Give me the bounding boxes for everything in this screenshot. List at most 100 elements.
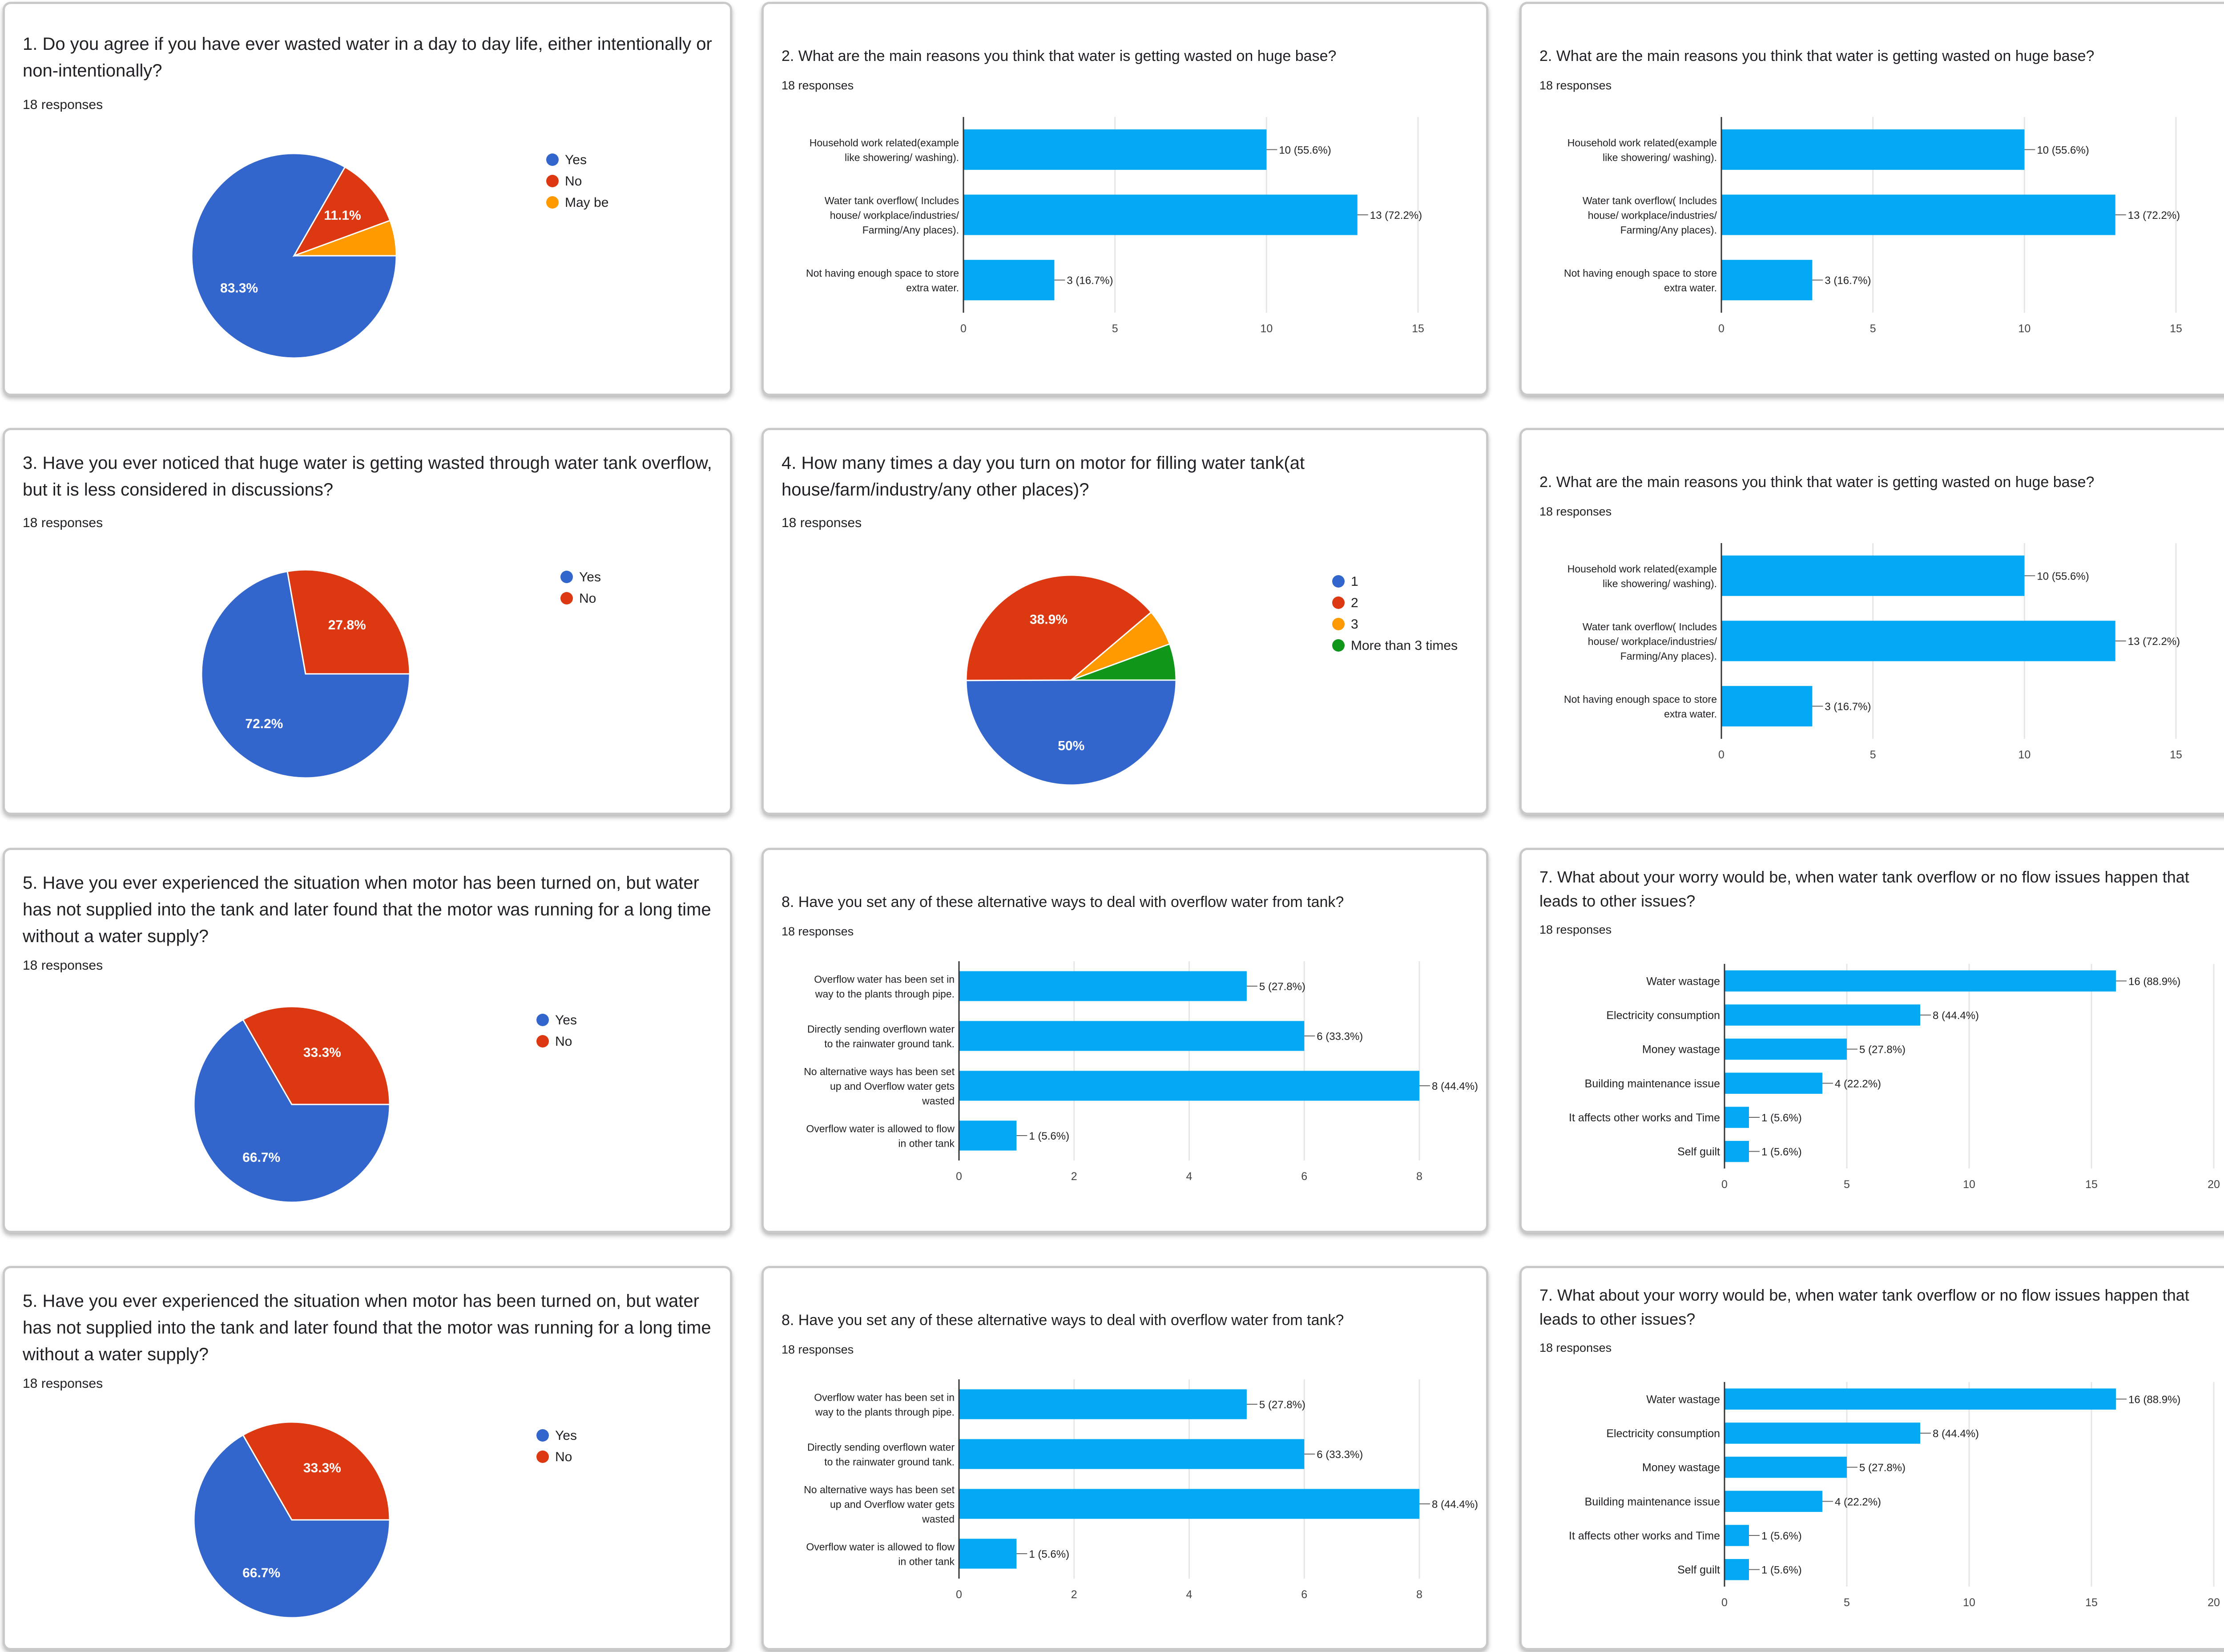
bar[interactable] [963,194,1358,235]
bar-value-label: 10 (55.6%) [2037,570,2089,582]
chart-card-q5b: 5. Have you ever experienced the situati… [3,1266,732,1650]
pie-slice-label: 11.1% [324,208,361,223]
chart-card-q7b: 7. What about your worry would be, when … [1519,1266,2224,1650]
legend-label[interactable]: 3 [1351,617,1358,632]
pie-slice-no[interactable] [242,1006,391,1105]
chart-card-q1: 1. Do you agree if you have ever wasted … [3,2,732,396]
category-label: Household work related(example [1567,137,1717,149]
pie-slice-no[interactable] [292,166,391,257]
category-label: Not having enough space to store [806,267,959,279]
bar[interactable] [1721,194,2115,235]
bar-value-label: 3 (16.7%) [1067,275,1113,287]
bar[interactable] [959,1389,1247,1419]
category-label: Water tank overflow( Includes [825,195,959,206]
bar[interactable] [1724,1525,1749,1546]
legend-label[interactable]: May be [565,195,608,210]
bar[interactable] [1721,621,2115,661]
pie-slice-yes[interactable] [193,1019,391,1203]
legend-label[interactable]: Yes [555,1428,577,1443]
axis-tick-label: 0 [1721,1596,1728,1609]
legend-label[interactable]: Yes [579,570,601,584]
bar[interactable] [1724,1456,1847,1478]
bar[interactable] [1724,1072,1822,1094]
legend-swatch [546,196,559,209]
bar-chart: 0 5 10 15 10 (55.6%) Household work related(e… [1564,543,2182,761]
bar[interactable] [959,1439,1305,1469]
axis-tick-label: 15 [1412,322,1424,335]
category-label: Not having enough space to store [1564,267,1717,279]
bar[interactable] [1724,1140,1749,1162]
axis-tick-label: 4 [1186,1588,1193,1601]
legend-label[interactable]: 1 [1351,574,1358,589]
pie-slice-yes[interactable] [201,570,411,779]
axis-tick-label: 6 [1301,1170,1307,1183]
pie-slice-2[interactable] [965,574,1152,681]
legend-label[interactable]: No [579,591,596,606]
bar[interactable] [1721,686,1813,727]
category-label: Water tank overflow( Includes [1583,195,1717,206]
legend-label[interactable]: Yes [555,1013,577,1027]
legend-swatch [536,1429,549,1442]
legend-label[interactable]: No [565,174,582,189]
bar-value-label: 1 (5.6%) [1029,1548,1069,1560]
axis-tick-label: 10 [2018,322,2031,335]
pie-slice-no[interactable] [286,569,411,675]
bar-value-label: 4 (22.2%) [1835,1078,1881,1090]
legend-label[interactable]: No [555,1034,572,1049]
bar-value-label: 8 (44.4%) [1933,1428,1979,1440]
pie-slice-yes[interactable] [193,1434,391,1619]
bar[interactable] [963,129,1267,170]
axis-tick-label: 0 [956,1588,962,1601]
chart-title: 4. How many times a day you turn on moto… [782,453,1305,500]
pie-slice-more-than-3-times[interactable] [1071,643,1177,681]
bar[interactable] [1721,555,2025,596]
bar[interactable] [959,1120,1017,1151]
response-count: 18 responses [23,516,103,530]
bar[interactable] [959,1539,1017,1569]
axis-tick-label: 5 [1112,322,1118,335]
legend-label[interactable]: No [555,1450,572,1464]
bar-value-label: 13 (72.2%) [1370,210,1422,222]
axis-tick-label: 0 [956,1170,962,1183]
legend-label[interactable]: Yes [565,153,587,167]
bar[interactable] [959,971,1247,1001]
pie-slice-may-be[interactable] [294,219,397,257]
bar[interactable] [1721,129,2025,170]
axis-tick-label: 15 [2085,1596,2098,1609]
pie-slice-1[interactable] [965,679,1177,786]
category-label: wasted [922,1513,955,1525]
bar[interactable] [1724,1559,1749,1580]
bar-value-label: 3 (16.7%) [1825,275,1871,287]
chart-card-q8a: 8. Have you set any of these alternative… [761,848,1488,1233]
legend-swatch [536,1035,549,1048]
chart-title: 5. Have you ever experienced the situati… [23,1291,711,1364]
axis-tick-label: 5 [1844,1178,1850,1191]
legend-label[interactable]: More than 3 times [1351,638,1458,653]
bar[interactable] [959,1489,1419,1519]
bar[interactable] [1724,1491,1822,1512]
bar[interactable] [963,260,1055,301]
category-label: house/ workplace/industries/ [1588,636,1717,647]
bar[interactable] [1724,1004,1920,1026]
pie-slice-label: 66.7% [242,1150,280,1165]
bar[interactable] [959,1021,1305,1051]
response-count: 18 responses [1539,79,1612,92]
bar[interactable] [1724,1388,2116,1410]
category-label: Household work related(example [810,137,959,149]
category-label: house/ workplace/industries/ [1588,210,1717,221]
bar[interactable] [1724,1038,1847,1060]
pie-chart: 66.7% 33.3% Yes No [193,1421,577,1619]
category-label: No alternative ways has been set [804,1484,955,1495]
bar[interactable] [1724,1107,1749,1128]
category-label: way to the plants through pipe. [815,1406,955,1418]
legend-swatch [536,1451,549,1463]
category-label: It affects other works and Time [1569,1530,1720,1542]
legend-label[interactable]: 2 [1351,596,1358,610]
bar-value-label: 5 (27.8%) [1859,1462,1906,1474]
pie-slice-no[interactable] [242,1421,391,1521]
bar[interactable] [1724,970,2116,992]
category-label: Electricity consumption [1606,1009,1720,1022]
bar[interactable] [1721,260,1813,301]
bar[interactable] [959,1071,1419,1101]
bar[interactable] [1724,1422,1920,1444]
